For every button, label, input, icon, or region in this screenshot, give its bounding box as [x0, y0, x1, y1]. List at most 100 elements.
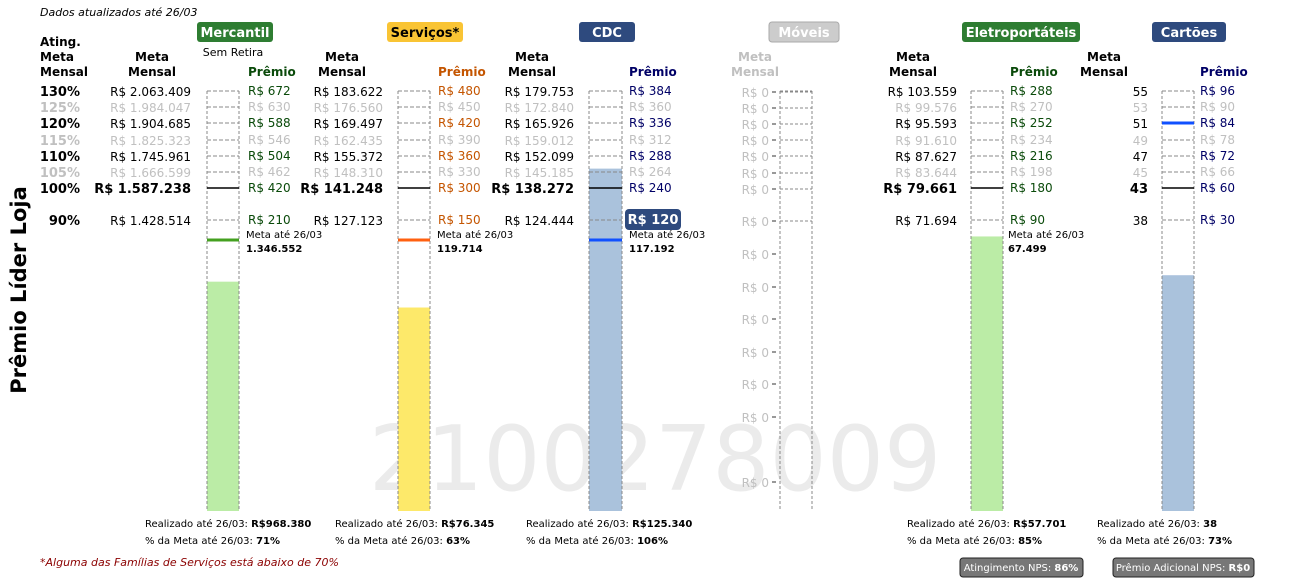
meta-value: 53	[1133, 101, 1148, 115]
axis-tick-label: R$ 0	[742, 346, 769, 360]
realized-bar	[971, 236, 1003, 511]
premio-value: R$ 66	[1200, 165, 1235, 179]
meta-value: R$ 138.272	[491, 182, 574, 197]
premio-value: R$ 270	[1010, 100, 1053, 114]
earned-badge-box	[625, 209, 681, 230]
realized-bar	[589, 168, 622, 511]
realizado-line: Realizado até 26/03: R$57.701	[907, 518, 1066, 530]
meta-header: Mensal	[1080, 65, 1128, 79]
earned-badge: R$ 120	[628, 213, 679, 228]
meta-ate-value: 67.499	[1008, 244, 1047, 255]
axis-tick-label: R$ 0	[742, 134, 769, 148]
premio-value: R$ 462	[248, 165, 291, 179]
realizado-line: Realizado até 26/03: R$76.345	[335, 518, 494, 530]
premio-value: R$ 84	[1200, 116, 1235, 130]
pct-meta-line: % da Meta até 26/03: 73%	[1097, 535, 1232, 547]
meta-value: R$ 152.099	[505, 150, 574, 164]
pct-meta-line: % da Meta até 26/03: 71%	[145, 535, 280, 547]
ating-level-label: 120%	[40, 117, 80, 132]
axis-tick-label: R$ 0	[742, 248, 769, 262]
meta-header: Meta	[896, 50, 930, 64]
premio-value: R$ 360	[438, 149, 481, 163]
nps-atingimento-box	[959, 557, 1084, 578]
ating-level-label: 100%	[40, 182, 80, 197]
header-note: Dados atualizados até 26/03	[40, 6, 198, 19]
meta-ate-value: 119.714	[437, 244, 483, 255]
realized-bar	[207, 281, 239, 511]
meta-value: R$ 1.428.514	[110, 214, 191, 228]
meta-ate-label: Meta até 26/03	[1008, 229, 1084, 241]
premio-value: R$ 78	[1200, 133, 1235, 147]
meta-value: R$ 148.310	[314, 166, 383, 180]
axis-tick-label: R$ 0	[742, 313, 769, 327]
meta-value: R$ 95.593	[895, 117, 957, 131]
meta-ate-label: Meta até 26/03	[437, 229, 513, 241]
category-title: Cartões	[1161, 26, 1218, 41]
category-title: CDC	[592, 26, 622, 41]
premio-value: R$ 180	[1010, 181, 1053, 195]
premio-value: R$ 264	[629, 165, 672, 179]
ating-level-label: 115%	[40, 134, 80, 149]
premio-value: R$ 198	[1010, 165, 1053, 179]
premio-value: R$ 390	[438, 133, 481, 147]
premio-header: Prêmio	[248, 65, 296, 79]
meta-value: R$ 79.661	[883, 182, 957, 197]
meta-value: R$ 165.926	[505, 117, 574, 131]
meta-value: R$ 162.435	[314, 134, 383, 148]
premio-value: R$ 300	[438, 181, 481, 195]
pct-meta-line: % da Meta até 26/03: 85%	[907, 535, 1042, 547]
meta-ate-value: 1.346.552	[246, 244, 302, 255]
meta-header: Meta	[135, 50, 169, 64]
meta-ate-label: Meta até 26/03	[246, 229, 322, 241]
meta-header: Mensal	[318, 65, 366, 79]
ating-header-3: Mensal	[40, 65, 88, 79]
premio-value: R$ 96	[1200, 84, 1235, 98]
axis-tick-label: R$ 0	[742, 378, 769, 392]
realizado-line: Realizado até 26/03: 38	[1097, 518, 1217, 530]
premio-value: R$ 330	[438, 165, 481, 179]
premio-value: R$ 450	[438, 100, 481, 114]
category-title: Móveis	[778, 26, 830, 41]
premio-value: R$ 480	[438, 84, 481, 98]
nps-adicional: Prêmio Adicional NPS: R$0	[1116, 562, 1250, 574]
premio-value: R$ 336	[629, 116, 672, 130]
premio-value: R$ 216	[1010, 149, 1053, 163]
ating-level-label: 125%	[40, 101, 80, 116]
realizado-line: Realizado até 26/03: R$125.340	[526, 518, 692, 530]
premio-value: R$ 420	[438, 116, 481, 130]
premio-value: R$ 384	[629, 84, 672, 98]
premio-value: R$ 60	[1200, 181, 1235, 195]
meta-value: 43	[1130, 182, 1148, 197]
ating-level-label: 130%	[40, 85, 80, 100]
meta-header: Meta	[1087, 50, 1121, 64]
watermark: 2100278009	[369, 407, 942, 512]
axis-tick-label: R$ 0	[742, 215, 769, 229]
premio-value: R$ 30	[1200, 213, 1235, 227]
axis-tick-label: R$ 0	[742, 476, 769, 490]
axis-tick-label: R$ 0	[742, 411, 769, 425]
category-subtitle: Sem Retira	[203, 46, 264, 59]
premio-value: R$ 252	[1010, 116, 1053, 130]
premio-header: Prêmio	[1200, 65, 1248, 79]
category-title-box	[387, 22, 463, 42]
premio-value: R$ 240	[629, 181, 672, 195]
premio-value: R$ 630	[248, 100, 291, 114]
meta-header: Meta	[515, 50, 549, 64]
meta-value: 51	[1133, 117, 1148, 131]
ating-header-2: Meta	[40, 50, 74, 64]
meta-value: R$ 1.825.323	[110, 134, 191, 148]
meta-ate-value: 117.192	[629, 244, 675, 255]
meta-value: 47	[1133, 150, 1148, 164]
ating-header-1: Ating.	[40, 35, 81, 49]
category-title: Eletroportáteis	[966, 26, 1077, 41]
premio-value: R$ 90	[1010, 213, 1045, 227]
meta-value: R$ 124.444	[505, 214, 574, 228]
meta-value: R$ 1.745.961	[110, 150, 191, 164]
axis-tick-label: R$ 0	[742, 118, 769, 132]
meta-value: R$ 1.666.599	[110, 166, 191, 180]
premio-value: R$ 420	[248, 181, 291, 195]
meta-header: Meta	[325, 50, 359, 64]
meta-value: R$ 1.904.685	[110, 117, 191, 131]
ating-level-label: 105%	[40, 166, 80, 181]
